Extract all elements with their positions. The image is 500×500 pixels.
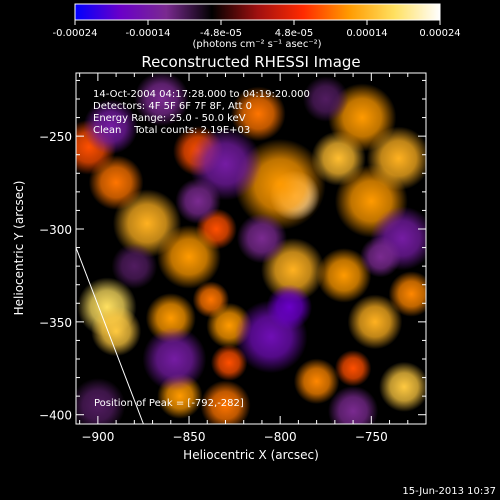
- x-tick-label: −850: [173, 430, 206, 444]
- emission-blob: [316, 248, 372, 303]
- y-axis-label: Heliocentric Y (arcsec): [12, 181, 26, 316]
- emission-blob: [347, 294, 403, 350]
- negative-blob: [83, 99, 138, 155]
- solar-limb-line: [76, 247, 144, 424]
- info-line: Detectors: 4F 5F 6F 7F 8F, Att 0: [93, 101, 252, 112]
- colorbar-tick-label: 0.00024: [419, 28, 460, 39]
- negative-blob: [266, 284, 313, 330]
- emission-blob: [88, 155, 144, 210]
- chart-title: Reconstructed RHESSI Image: [141, 53, 360, 71]
- y-tick-label: −350: [39, 316, 72, 330]
- colorbar-ticks: -0.00024 -0.00014 -4.8e-05 4.8e-05 0.00014 0.…: [53, 20, 461, 39]
- negative-blob: [76, 378, 126, 424]
- colorbar-tick-label: -0.00014: [126, 28, 171, 39]
- emission-blob: [210, 344, 248, 381]
- plot-frame: [75, 72, 427, 425]
- colorbar-unit-label: (photons cm⁻² s⁻¹ asec⁻²): [192, 39, 321, 50]
- y-tick-label: −400: [39, 409, 72, 423]
- emission-blob: [379, 361, 426, 412]
- colorbar-tick-label: -4.8e-05: [200, 28, 242, 39]
- info-line: Energy Range: 25.0 - 50.0 keV: [93, 113, 246, 124]
- info-line: Clean Total counts: 2.19E+03: [93, 125, 250, 136]
- emission-blob: [388, 271, 426, 317]
- emission-blob: [334, 350, 372, 387]
- negative-blob: [302, 76, 349, 122]
- negative-blob: [236, 213, 288, 264]
- negative-blob: [111, 243, 158, 289]
- colorbar-tick-label: 4.8e-05: [275, 28, 313, 39]
- negative-blob: [328, 385, 379, 424]
- image-blobs: [76, 73, 426, 424]
- info-line: 14-Oct-2004 04:17:28.000 to 04:19:20.000: [93, 89, 310, 100]
- peak-position-text: Position of Peak = [-792,-282]: [94, 398, 244, 409]
- y-axis-ticks: −250 −300 −350 −400: [39, 79, 426, 423]
- emission-blob: [157, 224, 221, 289]
- y-tick-label: −250: [39, 130, 72, 144]
- emission-blob: [230, 86, 286, 142]
- x-tick-label: −800: [264, 430, 297, 444]
- x-axis-ticks: −900 −850 −800 −750: [79, 73, 427, 444]
- emission-blob: [200, 380, 251, 424]
- negative-blob: [142, 327, 207, 391]
- colorbar: [74, 3, 441, 21]
- negative-blob: [175, 178, 221, 224]
- colorbar-tick-label: 0.00014: [346, 28, 387, 39]
- negative-blob: [359, 236, 401, 278]
- info-block: 14-Oct-2004 04:17:28.000 to 04:19:20.000…: [93, 89, 310, 136]
- footer-date: 15-Jun-2013 10:37: [402, 486, 496, 497]
- x-tick-label: −750: [355, 430, 388, 444]
- emission-blob: [366, 126, 426, 191]
- negative-blob: [134, 73, 190, 127]
- x-axis-label: Heliocentric X (arcsec): [183, 448, 319, 462]
- emission-blob: [91, 306, 142, 357]
- y-tick-label: −300: [39, 223, 72, 237]
- x-tick-label: −900: [81, 430, 114, 444]
- colorbar-tick-label: -0.00024: [53, 28, 98, 39]
- emission-blob: [293, 358, 340, 405]
